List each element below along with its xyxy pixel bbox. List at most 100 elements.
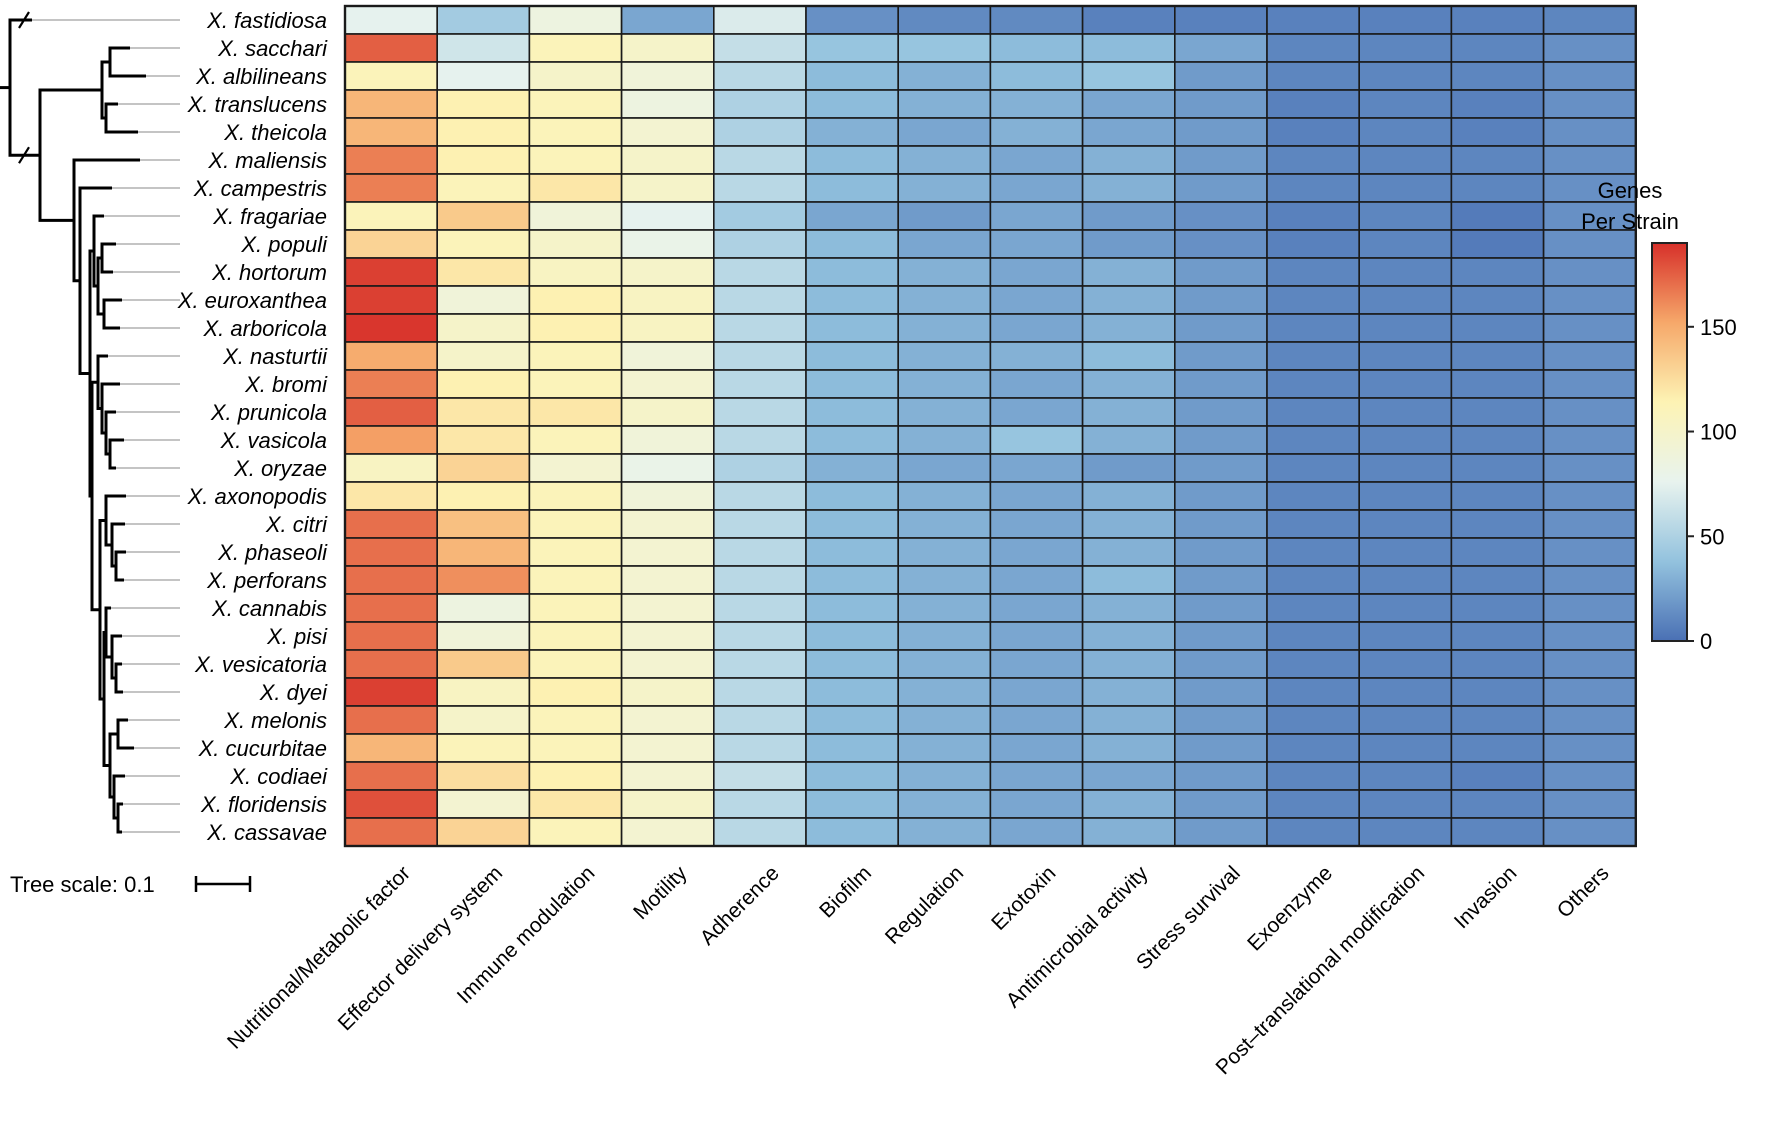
species-label: X. arboricola	[202, 316, 327, 341]
heatmap-cell	[1450, 173, 1545, 203]
heatmap-cell	[528, 425, 623, 455]
heatmap-cell	[1081, 369, 1176, 399]
heatmap-cell	[1542, 593, 1637, 623]
species-label: X. cassavae	[206, 820, 327, 845]
heatmap-cell	[620, 257, 715, 287]
heatmap-cell	[1081, 257, 1176, 287]
heatmap-cell	[1450, 257, 1545, 287]
heatmap-cell	[1081, 537, 1176, 567]
heatmap-cell	[528, 229, 623, 259]
heatmap-cell	[528, 313, 623, 343]
species-label: X. axonopodis	[187, 484, 327, 509]
heatmap-cell	[1542, 761, 1637, 791]
heatmap-cell	[436, 733, 531, 763]
heatmap-cell	[897, 201, 992, 231]
heatmap-cell	[1358, 453, 1453, 483]
legend-tick-label: 0	[1700, 629, 1712, 654]
heatmap-cell	[1174, 117, 1268, 147]
heatmap-cell	[344, 89, 438, 119]
heatmap-cell	[1266, 5, 1360, 35]
heatmap-cell	[989, 89, 1084, 119]
heatmap-cell	[436, 481, 531, 511]
heatmap-cell	[712, 313, 807, 343]
heatmap-cell	[989, 257, 1084, 287]
species-labels: X. fastidiosa X. sacchari X. albilineans X.…	[177, 8, 328, 845]
heatmap-cell	[989, 397, 1084, 427]
heatmap-cell	[989, 677, 1084, 707]
heatmap-cell	[1542, 369, 1637, 399]
heatmap-cell	[1450, 369, 1545, 399]
heatmap-cell	[1358, 789, 1453, 819]
species-label: X. dyei	[259, 680, 328, 705]
heatmap-cell	[805, 5, 899, 35]
heatmap-cell	[1081, 173, 1176, 203]
heatmap-cell	[344, 593, 438, 623]
heatmap-cell	[805, 565, 899, 595]
heatmap-cell	[1358, 117, 1453, 147]
heatmap-cell	[805, 453, 899, 483]
heatmap-cell	[897, 565, 992, 595]
heatmap-cell	[528, 397, 623, 427]
heatmap-cell	[620, 89, 715, 119]
heatmap-cell	[805, 817, 899, 847]
heatmap-cell	[1450, 453, 1545, 483]
species-label: X. pisi	[266, 624, 328, 649]
heatmap-cell	[712, 565, 807, 595]
heatmap-cell	[805, 33, 899, 63]
heatmap-cell	[1358, 593, 1453, 623]
heatmap-cell	[805, 173, 899, 203]
heatmap-cell	[1542, 733, 1637, 763]
heatmap-cell	[712, 341, 807, 371]
heatmap-cell	[1450, 397, 1545, 427]
heatmap-cell	[1266, 817, 1360, 847]
heatmap-cell	[1081, 397, 1176, 427]
species-label: X. melonis	[223, 708, 327, 733]
heatmap-cell	[436, 145, 531, 175]
heatmap-cell	[344, 397, 438, 427]
heatmap-cell	[344, 201, 438, 231]
heatmap-cell	[436, 257, 531, 287]
heatmap-cell	[897, 509, 992, 539]
heatmap-cell	[344, 145, 438, 175]
heatmap-cell	[712, 229, 807, 259]
heatmap-cell	[1542, 89, 1637, 119]
heatmap-cell	[620, 145, 715, 175]
heatmap-cell	[528, 789, 623, 819]
heatmap-cell	[436, 61, 531, 91]
heatmap-cell	[805, 61, 899, 91]
heatmap-cell	[1081, 565, 1176, 595]
heatmap-cell	[1081, 761, 1176, 791]
heatmap-cell	[1358, 285, 1453, 315]
species-label: X. nasturtii	[222, 344, 328, 369]
heatmap-cell	[1358, 5, 1453, 35]
heatmap-cell	[1081, 593, 1176, 623]
color-legend: Genes Per Strain 0 50 100 150	[1581, 178, 1737, 654]
heatmap-cell	[897, 733, 992, 763]
heatmap-cell	[897, 117, 992, 147]
heatmap-cell	[436, 649, 531, 679]
category-label: Regulation	[881, 862, 968, 949]
heatmap-cell	[1266, 229, 1360, 259]
heatmap-cell	[1174, 5, 1268, 35]
heatmap-cell	[436, 789, 531, 819]
heatmap-cell	[989, 733, 1084, 763]
heatmap-cell	[805, 481, 899, 511]
heatmap-cell	[436, 453, 531, 483]
heatmap-cell	[805, 257, 899, 287]
heatmap-cell	[1266, 61, 1360, 91]
heatmap-cell	[528, 257, 623, 287]
heatmap-cell	[436, 397, 531, 427]
heatmap-cell	[1358, 145, 1453, 175]
heatmap-cell	[897, 313, 992, 343]
heatmap-cell	[989, 789, 1084, 819]
legend-tick-label: 50	[1700, 524, 1724, 549]
heatmap-cell	[1266, 341, 1360, 371]
heatmap-cell	[1358, 369, 1453, 399]
heatmap-cell	[897, 537, 992, 567]
heatmap-cell	[1450, 481, 1545, 511]
heatmap-cell	[712, 33, 807, 63]
heatmap-cell	[1174, 313, 1268, 343]
heatmap-cell	[620, 565, 715, 595]
category-label: Effector delivery system	[334, 862, 508, 1036]
heatmap-cell	[1081, 61, 1176, 91]
